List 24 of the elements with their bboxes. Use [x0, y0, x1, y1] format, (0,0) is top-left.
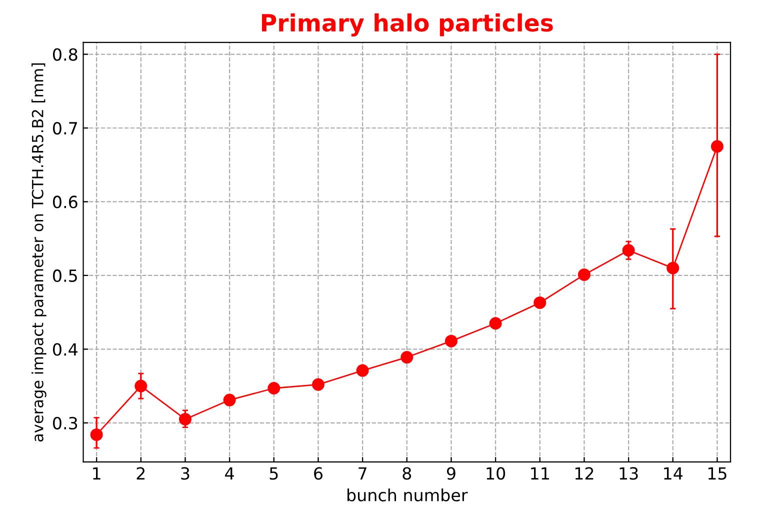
x-tick-label: 2 — [136, 467, 145, 480]
x-tick-label: 1 — [93, 467, 100, 480]
x-tick-label: 4 — [225, 467, 234, 480]
x-tick-label: 10 — [486, 467, 506, 480]
x-tick-label: 12 — [575, 467, 594, 480]
x-tick-label: 5 — [270, 467, 278, 480]
x-tick-label: 13 — [620, 467, 638, 480]
y-tick-label: 0.7 — [53, 122, 77, 135]
chart-title: Primary halo particles — [262, 13, 553, 36]
x-tick-label: 7 — [358, 467, 366, 480]
x-tick-label: 9 — [446, 467, 456, 480]
y-tick-label: 0.6 — [53, 196, 78, 208]
x-tick-label: 3 — [181, 467, 190, 480]
x-tick-label: 11 — [531, 467, 549, 480]
x-tick-label: 14 — [664, 467, 683, 480]
x-tick-label: 6 — [314, 467, 322, 480]
y-tick-label: 0.8 — [53, 48, 78, 61]
x-tick-label: 15 — [708, 467, 726, 480]
y-tick-label: 0.4 — [53, 343, 78, 356]
x-axis-title: bunch number — [348, 488, 468, 502]
y-tick-label: 0.3 — [53, 416, 78, 430]
y-tick-label: 0.5 — [53, 269, 77, 282]
y-axis-title: average impact parameter on TCTH.4R5.B2 [mm] — [32, 63, 46, 442]
x-tick-label: 8 — [402, 467, 412, 480]
